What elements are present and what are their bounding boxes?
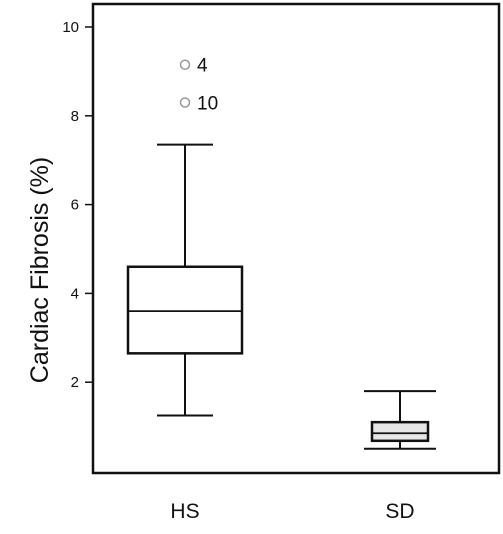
x-tick-label: HS (170, 500, 199, 523)
outlier-point (179, 97, 191, 108)
y-tick-label: 4 (71, 285, 79, 302)
x-axis: HS SD (170, 500, 414, 523)
plot-frame (91, 2, 501, 475)
x-tick-label: SD (385, 500, 414, 523)
y-tick-label: 2 (71, 374, 79, 391)
y-axis-label: Cardiac Fibrosis (%) (26, 157, 54, 383)
y-tick-label: 10 (62, 19, 79, 36)
outlier-label: 4 (197, 56, 208, 77)
y-tick-label: 8 (71, 108, 79, 125)
box-iqr (370, 420, 430, 443)
outlier-label: 10 (197, 93, 218, 114)
box-iqr (126, 265, 244, 355)
box-sd (364, 390, 436, 450)
boxes: 4 10 (126, 56, 436, 450)
y-tick-label: 6 (71, 197, 79, 214)
y-axis: 2 4 6 8 10 (62, 19, 93, 391)
box-hs: 4 10 (126, 56, 244, 417)
outlier-point (179, 59, 191, 70)
